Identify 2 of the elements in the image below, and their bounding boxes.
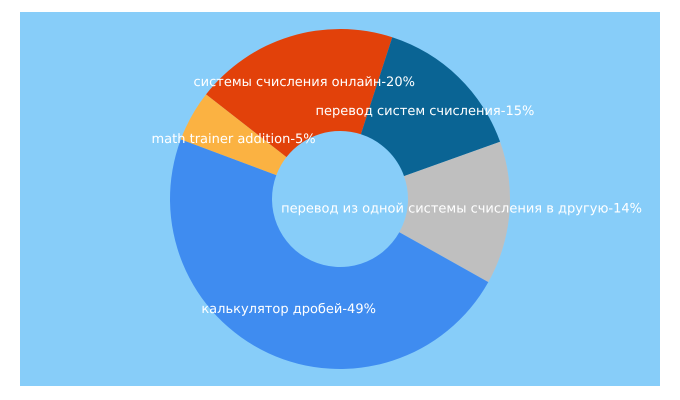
slice-label: калькулятор дробей-49%	[201, 302, 376, 318]
slice-label: перевод из одной системы счисления в другую-14%	[281, 202, 642, 217]
